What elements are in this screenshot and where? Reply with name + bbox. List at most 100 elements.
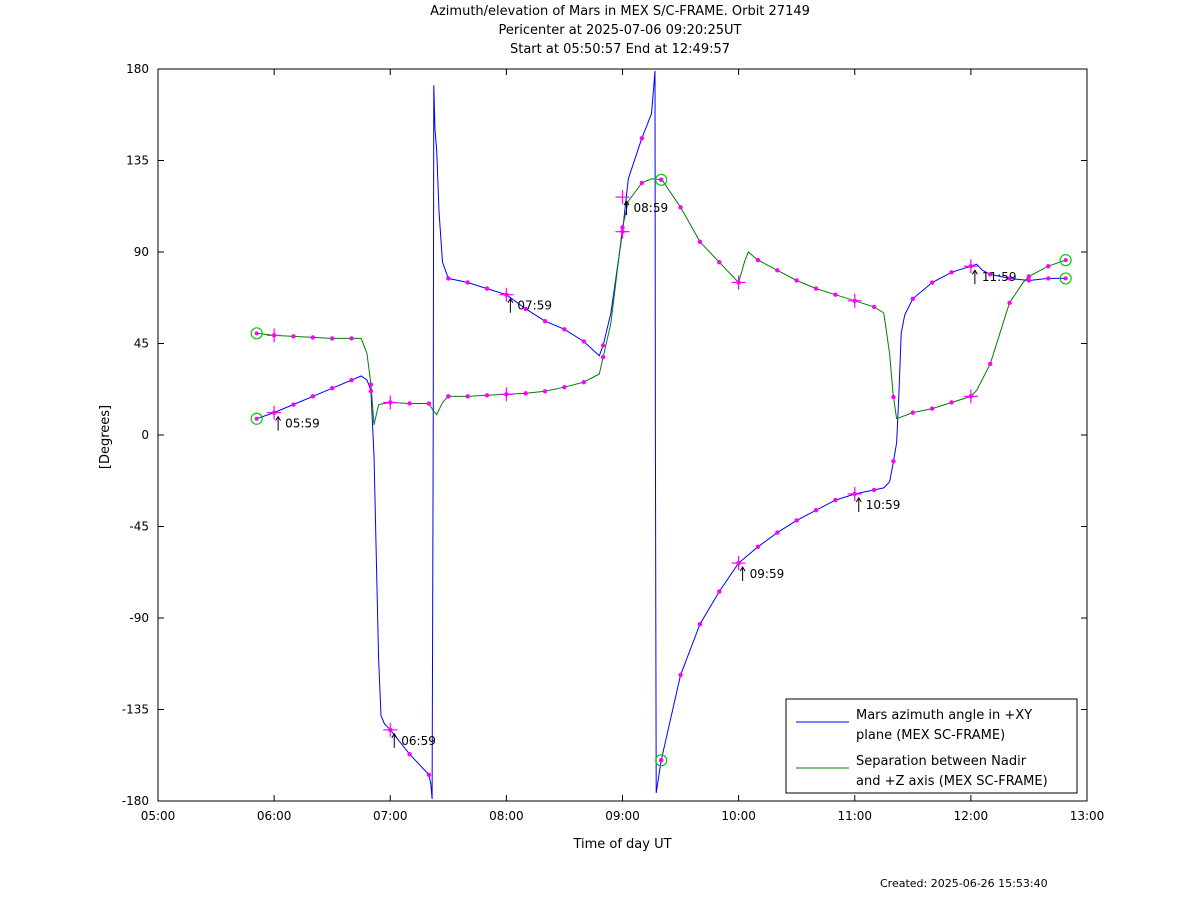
- data-point-marker: [1046, 276, 1051, 281]
- data-point-marker: [639, 136, 645, 141]
- data-point-marker: [794, 518, 799, 523]
- data-point-marker: [813, 286, 819, 291]
- annotation-label: 07:59: [517, 299, 552, 313]
- y-tick-label: 180: [126, 62, 149, 76]
- data-point-marker: [523, 391, 528, 396]
- data-point-marker: [310, 335, 316, 340]
- data-point-marker: [465, 394, 470, 399]
- y-tick-label: -90: [129, 611, 149, 625]
- x-tick-label: 10:00: [721, 809, 756, 823]
- y-tick-label: 135: [126, 154, 149, 168]
- legend-label-2: and +Z axis (MEX SC-FRAME): [856, 774, 1048, 789]
- endpoint-circle-marker: [1059, 272, 1072, 285]
- data-point-marker: [581, 339, 586, 344]
- data-point-marker: [329, 336, 335, 341]
- data-point-marker: [446, 276, 451, 281]
- data-point-marker: [697, 622, 703, 627]
- data-point-marker: [910, 410, 916, 415]
- data-point-marker: [426, 401, 432, 406]
- data-point-marker: [929, 280, 935, 285]
- y-tick-label: -45: [129, 520, 149, 534]
- endpoint-dot-marker: [659, 758, 664, 763]
- x-tick-label: 06:00: [257, 809, 292, 823]
- data-point-marker: [988, 272, 993, 277]
- annotation-label: 09:59: [750, 567, 785, 581]
- data-point-marker: [600, 354, 606, 360]
- data-point-marker: [542, 318, 548, 324]
- y-tick-label: -135: [122, 703, 149, 717]
- y-axis-label: [Degrees]: [98, 405, 113, 469]
- data-point-marker: [562, 385, 567, 390]
- data-point-marker: [833, 497, 838, 503]
- data-point-marker: [446, 394, 451, 399]
- data-point-marker: [639, 180, 645, 186]
- data-point-marker: [755, 544, 761, 550]
- x-tick-label: 11:00: [837, 809, 872, 823]
- data-point-marker: [717, 589, 722, 594]
- chart-subtitle-time-range: Start at 05:50:57 End at 12:49:57: [509, 42, 731, 57]
- data-point-marker: [678, 672, 683, 678]
- data-point-marker: [775, 530, 780, 535]
- legend-label-1: Mars azimuth angle in +XY: [856, 708, 1032, 723]
- annotation-label: 08:59: [634, 201, 669, 215]
- annotation-arrowhead: [275, 415, 282, 421]
- data-point-marker: [349, 336, 354, 341]
- data-point-marker: [813, 508, 819, 513]
- annotation-arrowhead: [855, 497, 862, 503]
- y-tick-label: 45: [134, 337, 149, 351]
- data-point-marker: [291, 334, 296, 339]
- data-point-marker: [1026, 274, 1032, 279]
- plot-frame: [157, 68, 1088, 802]
- legend-box: [785, 698, 1078, 794]
- data-point-marker: [600, 343, 606, 348]
- legend-label-2: Separation between Nadir: [856, 754, 1027, 769]
- data-point-marker: [562, 327, 567, 332]
- endpoint-circle-marker: [250, 412, 263, 425]
- x-tick-label: 08:00: [489, 809, 524, 823]
- data-point-marker: [891, 459, 896, 464]
- data-point-marker: [891, 394, 896, 400]
- data-point-marker: [349, 377, 354, 383]
- x-tick-label: 05:00: [141, 809, 176, 823]
- legend-label-1: plane (MEX SC-FRAME): [856, 728, 1005, 743]
- data-point-marker: [755, 257, 761, 263]
- x-tick-label: 09:00: [605, 809, 640, 823]
- annotation-arrowhead: [623, 200, 630, 206]
- annotation-arrowhead: [507, 297, 514, 303]
- data-point-marker: [871, 304, 877, 310]
- x-tick-label: 12:00: [954, 809, 989, 823]
- data-point-marker: [542, 389, 548, 394]
- data-point-marker: [523, 306, 528, 312]
- data-point-marker: [426, 772, 432, 777]
- data-point-marker: [581, 379, 586, 385]
- endpoint-dot-marker: [1063, 276, 1068, 281]
- data-point-marker: [949, 270, 954, 275]
- data-point-marker: [871, 487, 877, 493]
- endpoint-circle-marker: [250, 327, 263, 340]
- data-point-marker: [678, 205, 683, 210]
- data-point-marker: [717, 260, 722, 265]
- endpoint-circle-marker: [655, 173, 668, 186]
- endpoint-dot-marker: [1063, 258, 1068, 263]
- x-tick-label: 13:00: [1070, 809, 1105, 823]
- data-point-marker: [910, 296, 916, 301]
- x-tick-label: 07:00: [373, 809, 408, 823]
- annotation-arrowhead: [391, 732, 398, 739]
- data-point-marker: [697, 239, 703, 244]
- data-point-marker: [988, 361, 993, 367]
- chart-subtitle-pericenter: Pericenter at 2025-07-06 09:20:25UT: [498, 23, 742, 38]
- data-point-marker: [310, 394, 316, 399]
- annotation-label: 05:59: [285, 417, 320, 431]
- annotation-label: 11:59: [982, 270, 1017, 284]
- data-point-marker: [949, 400, 954, 405]
- y-tick-label: 0: [141, 428, 149, 442]
- endpoint-dot-marker: [659, 177, 664, 182]
- data-point-marker: [329, 386, 335, 391]
- x-axis-label: Time of day UT: [572, 837, 671, 852]
- data-point-marker: [1007, 300, 1012, 305]
- endpoint-circle-marker: [655, 754, 668, 767]
- data-point-marker: [368, 382, 374, 387]
- data-point-marker: [407, 401, 412, 406]
- chart-title: Azimuth/elevation of Mars in MEX S/C-FRA…: [430, 4, 810, 19]
